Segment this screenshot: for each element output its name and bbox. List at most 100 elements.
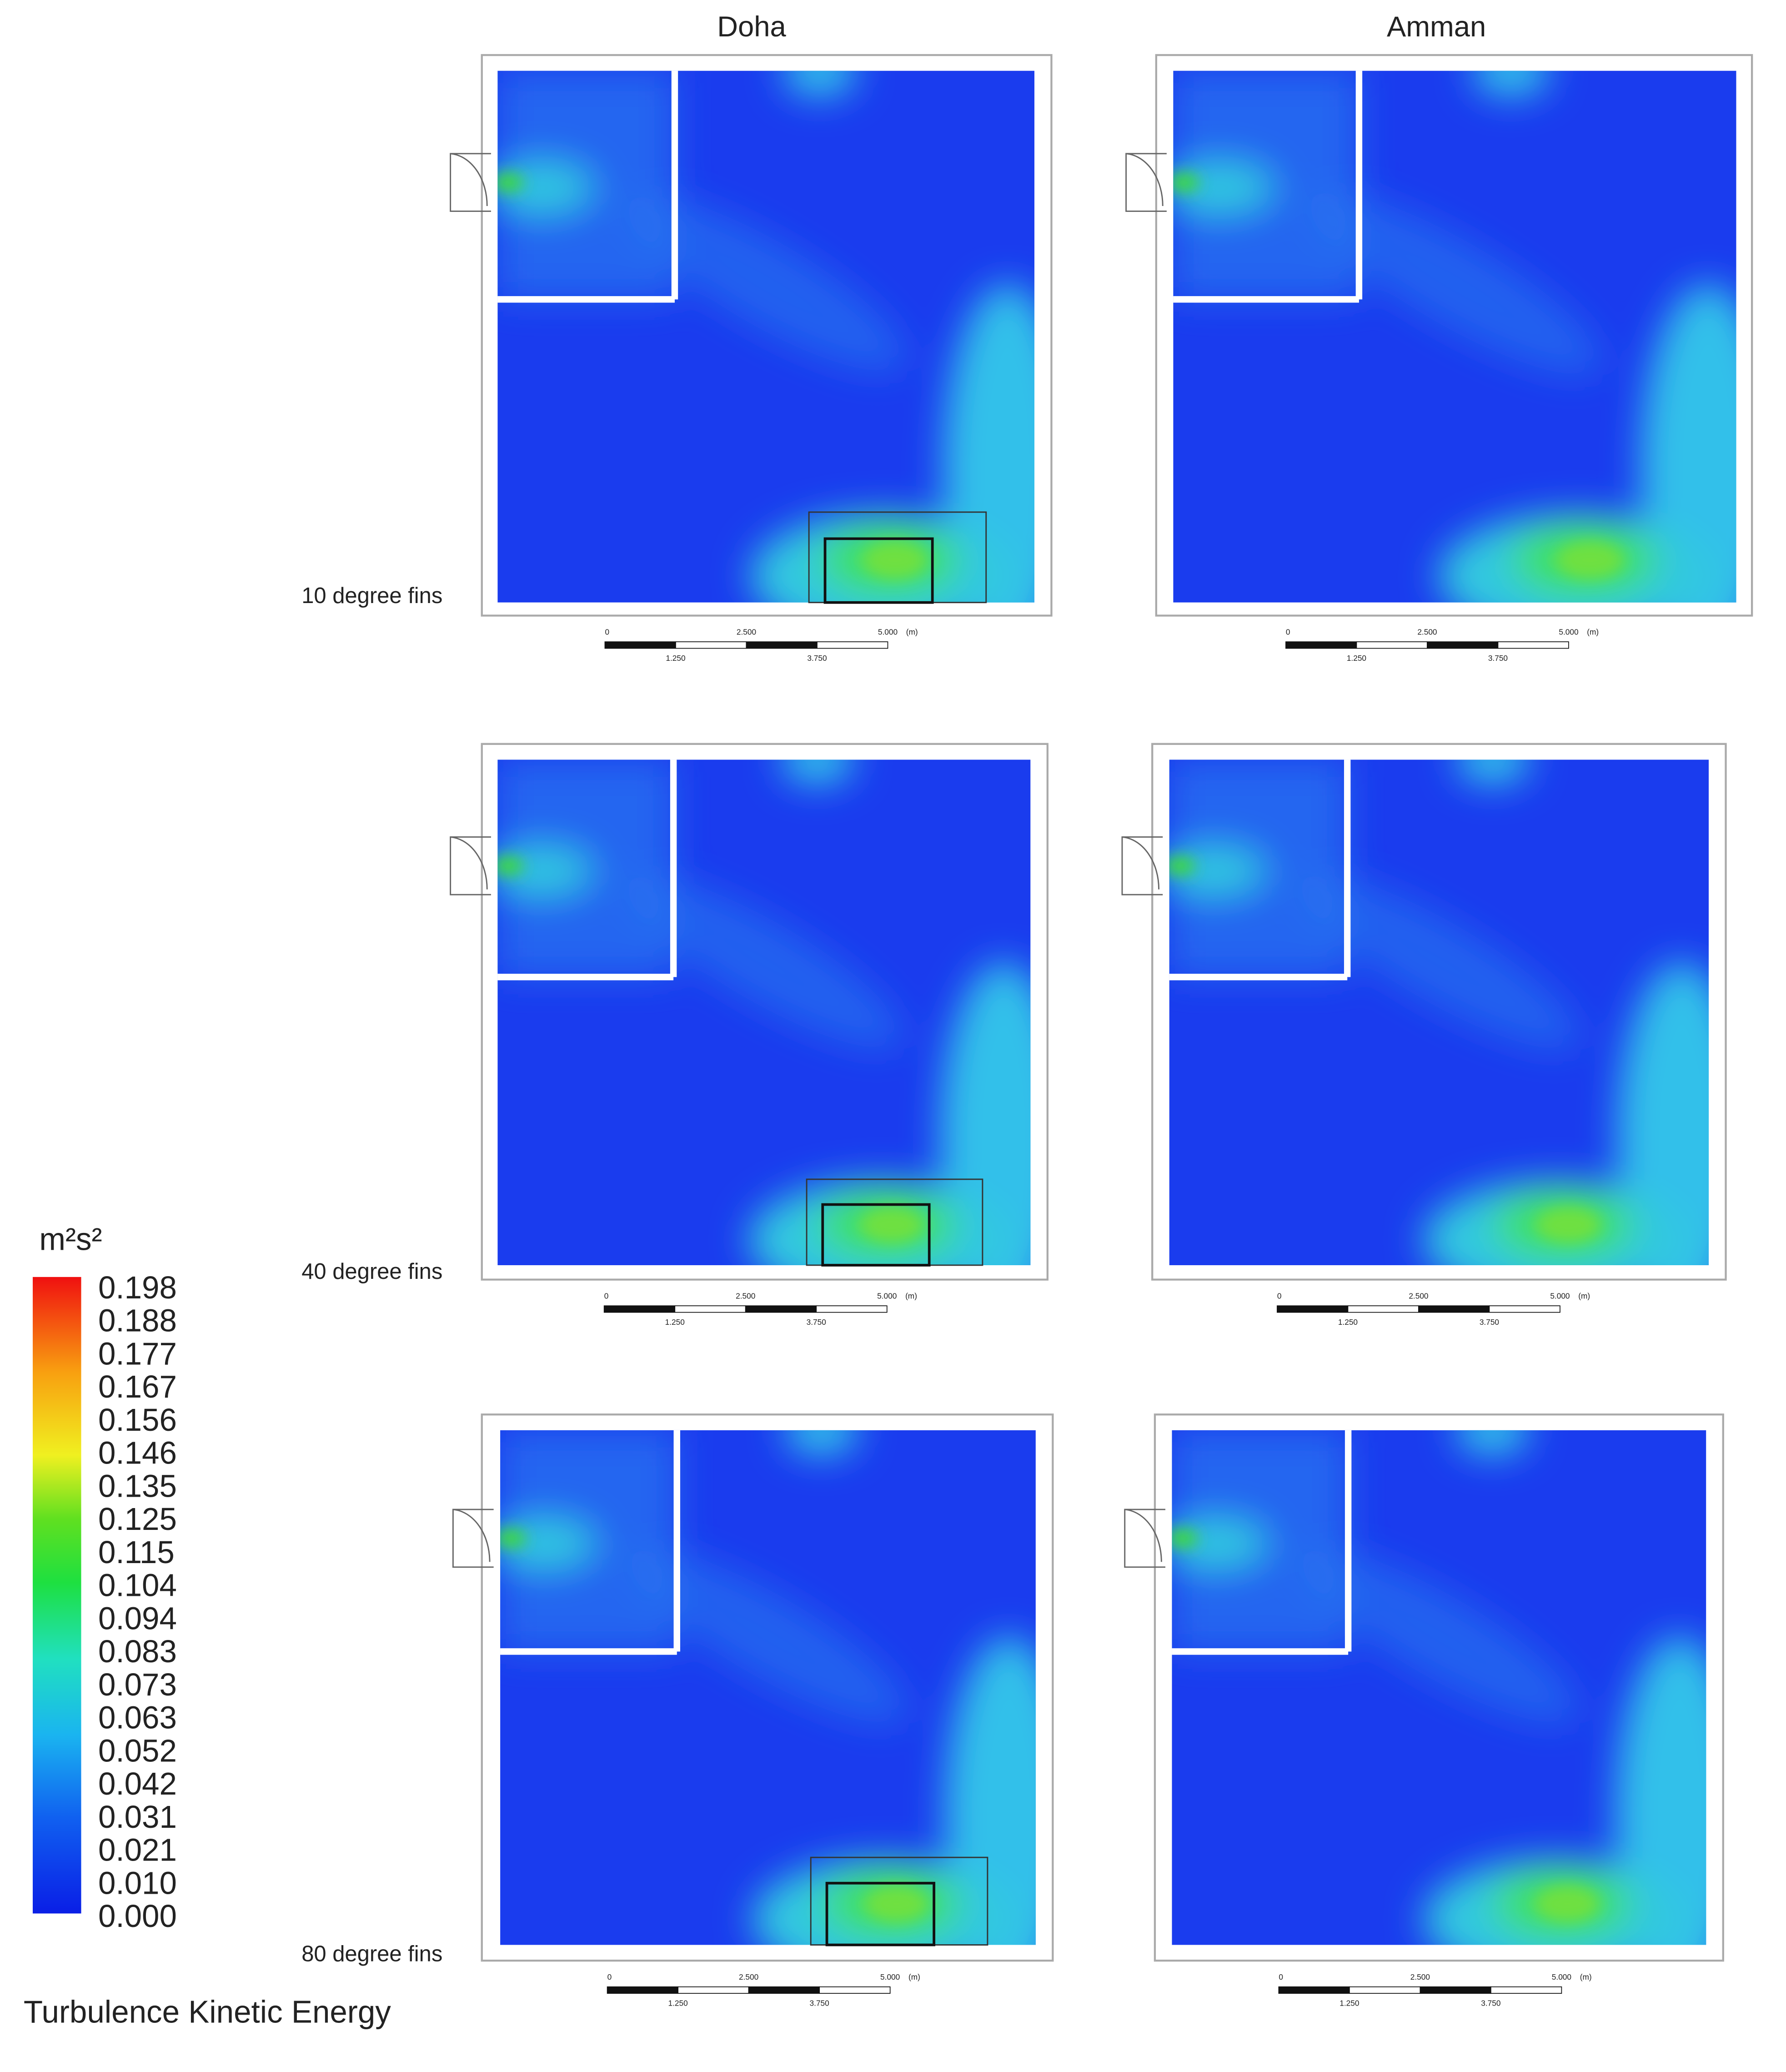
scale-segment bbox=[1278, 1986, 1350, 1994]
top-vent bbox=[780, 759, 855, 785]
jet-core bbox=[497, 173, 524, 192]
scale-segment bbox=[819, 1986, 891, 1994]
door bbox=[1125, 153, 1167, 212]
diag-band bbox=[1299, 1548, 1580, 1724]
scale-segment bbox=[746, 641, 818, 649]
field-blobs bbox=[1173, 70, 1736, 603]
scale-segment bbox=[1349, 1986, 1421, 1994]
scale-label: 2.500 bbox=[1409, 1292, 1428, 1301]
door bbox=[450, 836, 491, 895]
column-title: Doha bbox=[717, 11, 786, 43]
inner-box bbox=[823, 537, 934, 604]
field-blobs bbox=[1172, 1430, 1706, 1945]
door bbox=[1124, 1509, 1165, 1568]
jet-core bbox=[1172, 1529, 1198, 1548]
colorbar-tick-label: 0.177 bbox=[98, 1336, 177, 1371]
scale-unit: (m) bbox=[908, 1972, 920, 1981]
scale-segment bbox=[607, 1986, 679, 1994]
scale-segment bbox=[1347, 1305, 1419, 1313]
colorbar-tick-label: 0.125 bbox=[98, 1501, 177, 1537]
jet bbox=[1169, 845, 1267, 896]
scale-segment bbox=[1490, 1986, 1562, 1994]
field bbox=[1169, 759, 1709, 1265]
scale-label: 2.500 bbox=[1417, 628, 1437, 637]
field-blobs bbox=[1169, 759, 1709, 1265]
row-label: 40 degree fins bbox=[301, 1259, 442, 1284]
scale-segment bbox=[1277, 1305, 1349, 1313]
scale-label: 5.000 bbox=[877, 1292, 897, 1301]
colorbar-tick-label: 0.104 bbox=[98, 1568, 177, 1603]
blob-core bbox=[1556, 541, 1624, 579]
scale-segment bbox=[677, 1986, 749, 1994]
scale-label: 3.750 bbox=[1480, 1318, 1499, 1327]
right-cyan bbox=[1615, 1636, 1706, 1945]
scale-label: 2.500 bbox=[737, 628, 756, 637]
colorbar-tick-label: 0.083 bbox=[98, 1634, 177, 1669]
blob-core bbox=[864, 1886, 929, 1922]
contour-panel: 0 2.500 5.000 (m) 1.250 3.750 bbox=[1125, 54, 1753, 663]
scale-label: 1.250 bbox=[668, 1999, 688, 2008]
contour-panel: 0 2.500 5.000 (m) 1.250 3.750 bbox=[452, 1413, 1054, 2008]
jet-core bbox=[500, 1529, 527, 1548]
scale-label: 3.750 bbox=[807, 1318, 826, 1327]
scale-label: 2.500 bbox=[739, 1972, 758, 1981]
colorbar-title: Turbulence Kinetic Energy bbox=[24, 1994, 391, 2029]
scale-unit: (m) bbox=[905, 1292, 917, 1301]
colorbar-unit: m²s² bbox=[39, 1221, 102, 1257]
colorbar-tick-label: 0.052 bbox=[98, 1733, 177, 1768]
scale-label: 0 bbox=[1286, 628, 1290, 637]
scale-segment bbox=[1497, 641, 1569, 649]
door bbox=[1121, 836, 1163, 895]
scale-label: 5.000 bbox=[1559, 628, 1578, 637]
scale-segment bbox=[675, 641, 747, 649]
scale-label: 2.500 bbox=[736, 1292, 755, 1301]
jet bbox=[1173, 161, 1275, 215]
scale-segment bbox=[1427, 641, 1499, 649]
diag-band bbox=[625, 195, 907, 372]
field-hot bbox=[500, 1529, 929, 1922]
right-cyan bbox=[944, 1636, 1036, 1945]
top-vent bbox=[1471, 70, 1550, 98]
scale-segment bbox=[674, 1305, 746, 1313]
scale-label: 0 bbox=[604, 1292, 609, 1301]
field-hot bbox=[497, 856, 924, 1242]
blob-core bbox=[1536, 1207, 1601, 1242]
jet bbox=[497, 845, 594, 896]
field bbox=[500, 1430, 1036, 1945]
scale-segment bbox=[816, 1305, 888, 1313]
scale-segment bbox=[603, 1305, 676, 1313]
scale-label: 0 bbox=[607, 1972, 612, 1981]
scale-unit: (m) bbox=[906, 628, 918, 637]
scale-label: 5.000 bbox=[880, 1972, 900, 1981]
scale-segment bbox=[748, 1986, 820, 1994]
right-cyan bbox=[943, 283, 1035, 603]
jet bbox=[1172, 1518, 1268, 1569]
jet-core bbox=[1169, 856, 1196, 875]
colorbar-tick-label: 0.010 bbox=[98, 1865, 177, 1901]
row-label: 80 degree fins bbox=[301, 1942, 442, 1966]
field-hot bbox=[497, 173, 927, 579]
colorbar-tick-label: 0.063 bbox=[98, 1700, 177, 1735]
column-title: Amman bbox=[1387, 11, 1486, 43]
top-vent bbox=[1455, 759, 1531, 785]
scale-label: 5.000 bbox=[1552, 1972, 1571, 1981]
scale-segment bbox=[1418, 1305, 1490, 1313]
blob-core bbox=[863, 541, 927, 579]
colorbar-tick-label: 0.188 bbox=[98, 1303, 177, 1338]
colorbar-tick-label: 0.156 bbox=[98, 1402, 177, 1438]
contour-panel: 0 2.500 5.000 (m) 1.250 3.750 bbox=[450, 743, 1049, 1327]
row-label: 10 degree fins bbox=[301, 583, 442, 608]
scale-segment bbox=[1489, 1305, 1560, 1313]
scale-label: 5.000 bbox=[878, 628, 898, 637]
diag-band bbox=[1297, 874, 1581, 1050]
jet bbox=[500, 1518, 597, 1569]
scale-label: 1.250 bbox=[666, 654, 685, 663]
contour-panel: 0 2.500 5.000 (m) 1.250 3.750 bbox=[1121, 743, 1727, 1327]
field-hot bbox=[1169, 856, 1601, 1242]
scale-label: 3.750 bbox=[810, 1999, 829, 2008]
scale-segment bbox=[817, 641, 888, 649]
colorbar-tick-label: 0.198 bbox=[98, 1270, 177, 1305]
scale-label: 1.250 bbox=[1338, 1318, 1358, 1327]
